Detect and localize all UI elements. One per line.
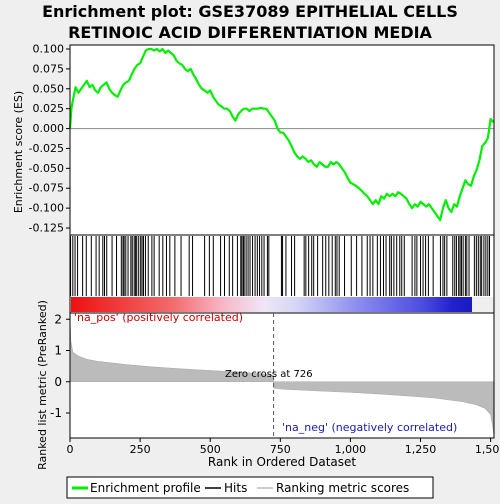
legend-label-enrichment: Enrichment profile bbox=[90, 481, 201, 495]
chart-title-line-2: RETINOIC ACID DIFFERENTIATION MEDIA bbox=[68, 23, 432, 42]
es-y-tick-label: 0.025 bbox=[33, 102, 65, 115]
hits-panel bbox=[70, 235, 494, 297]
es-y-tick-label: -0.025 bbox=[29, 142, 64, 155]
legend-label-ranking: Ranking metric scores bbox=[276, 481, 409, 495]
ranking-y-tick-label: 2 bbox=[54, 312, 62, 326]
es-y-tick-label: 0.050 bbox=[33, 82, 65, 95]
negative-label: 'na_neg' (negatively correlated) bbox=[282, 421, 457, 434]
x-axis-label: Rank in Ordered Dataset bbox=[208, 455, 356, 469]
zero-cross-label: Zero cross at 726 bbox=[225, 369, 313, 380]
es-y-axis: 0.100 0.075 0.050 0.025 0.000 -0.025 -0.050 -0.… bbox=[29, 43, 70, 235]
es-y-tick-label: 0.100 bbox=[33, 43, 65, 56]
es-y-tick-label: -0.100 bbox=[29, 202, 64, 215]
ranking-y-tick-label: 1 bbox=[54, 344, 62, 358]
es-y-tick-label: 0.075 bbox=[33, 62, 65, 75]
ranking-y-axis-label: Ranked list metric (PreRanked) bbox=[36, 300, 49, 470]
x-tick-label: 1,500 bbox=[475, 443, 500, 456]
es-y-tick-label: -0.125 bbox=[29, 222, 64, 235]
x-tick-label: 250 bbox=[130, 443, 151, 456]
x-tick-label: 0 bbox=[67, 443, 74, 456]
ranking-y-tick-label: -1 bbox=[50, 406, 62, 420]
es-y-axis-label: Enrichment score (ES) bbox=[12, 91, 25, 213]
x-tick-label: 1,250 bbox=[405, 443, 437, 456]
es-y-tick-label: -0.050 bbox=[29, 162, 64, 175]
positive-label: 'na_pos' (positively correlated) bbox=[74, 311, 243, 324]
es-y-tick-label: -0.075 bbox=[29, 182, 64, 195]
ranking-y-axis: 2 1 0 -1 bbox=[50, 312, 70, 420]
legend-label-hits: Hits bbox=[224, 481, 247, 495]
es-y-tick-label: 0.000 bbox=[33, 122, 65, 135]
ranking-y-tick-label: 0 bbox=[54, 375, 62, 389]
chart-title-line-1: Enrichment plot: GSE37089 EPITHELIAL CEL… bbox=[42, 2, 458, 21]
rank-color-bar bbox=[71, 297, 472, 312]
